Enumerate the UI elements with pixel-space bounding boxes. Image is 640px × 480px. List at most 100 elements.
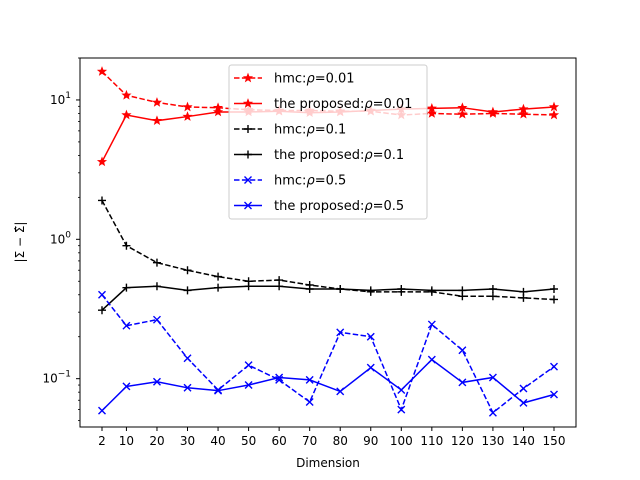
y-tick-label: 10−1 [42, 370, 71, 386]
legend-label: the proposed:ρ=0.01 [274, 97, 412, 112]
x-axis: 2 10 20 30 40 50 60 70 80 90 100 110 120 130 140 150 [98, 427, 565, 448]
data-point-plus [122, 283, 131, 292]
data-point-plus [244, 150, 252, 159]
plot-frame [79, 57, 577, 428]
data-point-plus [214, 272, 223, 281]
x-axis-label: Dimension [296, 456, 360, 470]
data-point-star [457, 108, 468, 119]
data-point-plus [458, 286, 467, 295]
data-point-x [244, 361, 253, 370]
series-layer [96, 66, 560, 417]
data-point-x [427, 320, 436, 329]
data-point-plus [122, 241, 131, 250]
data-point-star [182, 111, 193, 121]
legend-box [228, 64, 428, 220]
data-point-star [426, 103, 437, 113]
y-axis: 10−1 100 101 [42, 57, 80, 422]
series-6 [98, 355, 558, 415]
data-point-star [242, 98, 254, 108]
data-point-plus [152, 258, 161, 267]
data-point-x [275, 373, 284, 382]
data-point-x [244, 201, 252, 210]
data-point-star [548, 101, 560, 112]
data-point-x [336, 387, 345, 396]
data-point-star [457, 102, 468, 113]
data-point-x [152, 377, 161, 386]
data-point-star [426, 108, 437, 118]
data-point-x [397, 385, 406, 394]
legend-entry: hmc:ρ=0.01 [234, 72, 355, 87]
legend-label: the proposed:ρ=0.1 [274, 148, 404, 163]
data-point-x [214, 386, 223, 395]
data-point-plus [427, 286, 436, 295]
x-tick-label: 90 [363, 434, 378, 448]
data-point-x [183, 354, 192, 363]
data-point-plus [550, 285, 558, 293]
data-point-plus [98, 306, 106, 315]
data-point-star [212, 106, 224, 117]
data-point-x [458, 378, 467, 387]
legend-label: the proposed:ρ=0.5 [274, 199, 404, 214]
data-point-x [488, 408, 497, 417]
data-point-plus [275, 282, 284, 291]
x-tick-label: 10 [119, 434, 134, 448]
x-tick-label: 150 [543, 434, 566, 448]
data-point-star [96, 156, 108, 167]
x-tick-label: 70 [302, 434, 317, 448]
data-point-x [152, 315, 161, 324]
data-point-x [305, 375, 314, 384]
data-point-x [183, 383, 192, 392]
data-point-star [151, 115, 163, 126]
data-point-star [182, 101, 193, 112]
data-point-plus [244, 282, 253, 291]
data-point-x [397, 405, 406, 414]
data-point-x [122, 382, 131, 391]
data-point-plus [488, 285, 497, 293]
data-point-star [121, 109, 132, 120]
x-tick-label: 40 [210, 434, 225, 448]
data-point-plus [488, 292, 497, 301]
data-point-x [98, 290, 106, 299]
data-point-plus [183, 266, 192, 275]
data-point-plus [519, 287, 528, 296]
data-point-plus [152, 282, 161, 291]
data-point-x [244, 381, 253, 390]
data-point-x [519, 398, 528, 407]
x-tick-label: 120 [451, 434, 474, 448]
data-point-plus [336, 285, 345, 293]
legend-entry: the proposed:ρ=0.1 [234, 148, 404, 163]
x-tick-label: 60 [271, 434, 286, 448]
legend-entry: the proposed:ρ=0.5 [234, 199, 404, 214]
data-point-x [427, 355, 436, 364]
data-point-plus [244, 125, 252, 133]
series-4 [98, 282, 558, 315]
data-point-star [121, 89, 132, 100]
data-point-plus [305, 285, 314, 293]
data-point-x [366, 363, 375, 372]
data-point-x [122, 321, 131, 330]
data-point-plus [550, 295, 558, 304]
data-point-x [488, 373, 497, 382]
data-point-plus [366, 286, 375, 295]
data-point-x [519, 384, 528, 393]
data-point-star [518, 103, 529, 114]
data-point-star [518, 108, 529, 119]
data-point-star [96, 66, 108, 76]
data-point-x [550, 362, 558, 371]
legend-entry: hmc:ρ=0.1 [234, 123, 346, 138]
x-tick-label: 100 [390, 434, 413, 448]
x-tick-label: 20 [149, 434, 164, 448]
y-tick-label: 101 [50, 91, 71, 107]
data-point-x [336, 328, 345, 337]
data-point-star [151, 97, 163, 107]
legend-entry: hmc:ρ=0.5 [234, 174, 346, 189]
x-tick-label: 30 [180, 434, 195, 448]
series-5 [98, 290, 558, 417]
data-point-plus [214, 283, 223, 292]
legend-entry: the proposed:ρ=0.01 [234, 97, 412, 112]
data-point-star [487, 106, 499, 117]
legend-label: hmc:ρ=0.01 [274, 72, 355, 87]
data-point-plus [397, 285, 406, 293]
data-point-x [458, 346, 467, 355]
legend-label: hmc:ρ=0.1 [274, 123, 346, 138]
